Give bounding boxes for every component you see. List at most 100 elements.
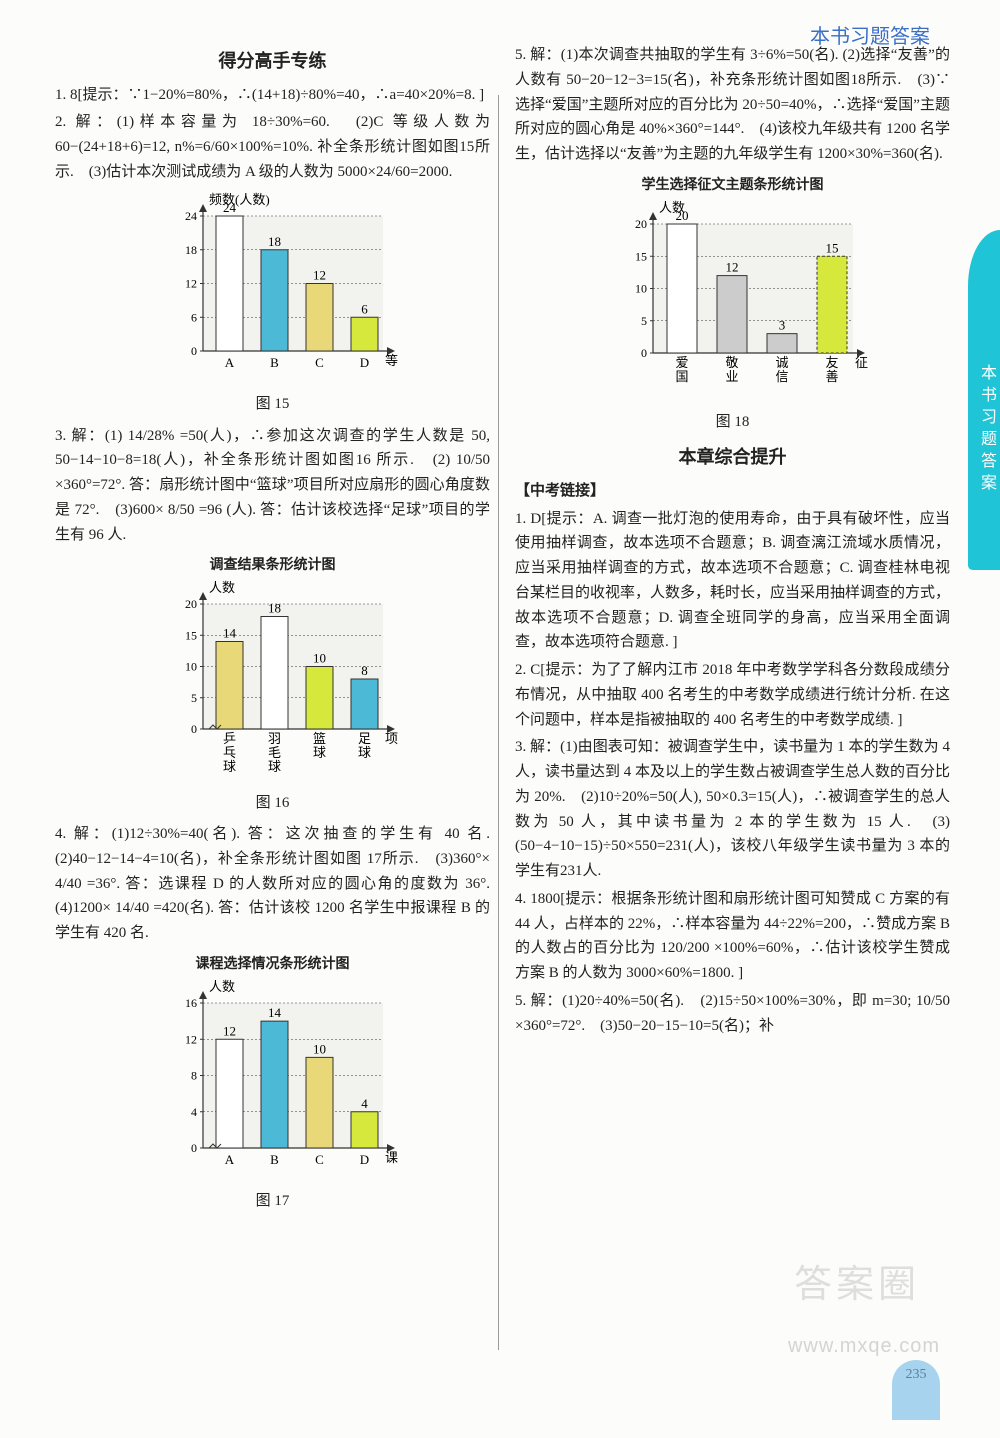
svg-text:5: 5 [641,313,647,327]
svg-text:国: 国 [675,369,688,384]
svg-text:20: 20 [185,597,197,611]
q2-text: 2. 解：(1)样本容量为 18÷30%=60. (2)C 等级人数为 60−(… [55,110,490,184]
svg-text:6: 6 [191,310,197,324]
svg-text:15: 15 [825,240,838,255]
svg-text:0: 0 [191,722,197,736]
chart-18-caption: 图 18 [515,410,950,436]
svg-text:足: 足 [357,731,370,746]
svg-text:C: C [315,1152,324,1167]
chart-17-svg: 0481216人数课程12A14B10C4D [148,978,398,1178]
chart-15: 06121824频数(人数)等级24A18B12C6D 图 15 [55,191,490,418]
svg-text:10: 10 [185,660,197,674]
left-column: 得分高手专练 1. 8[提示：∵1−20%=80%，∴(14+18)÷80%=4… [55,40,490,1221]
svg-text:10: 10 [313,1041,326,1056]
c5-text: 5. 解：(1)20÷40%=50(名). (2)15÷50×100%=30%，… [515,989,950,1039]
c2-text: 2. C[提示：为了了解内江市 2018 年中考数学学科各分数段成绩分布情况，从… [515,658,950,732]
svg-text:15: 15 [185,628,197,642]
page-number: 235 [892,1360,940,1420]
svg-text:A: A [224,355,234,370]
svg-text:24: 24 [185,209,197,223]
c3-text: 3. 解：(1)由图表可知：被调查学生中，读书量为 1 本的学生数为 4 人，读… [515,735,950,884]
q3-text: 3. 解：(1) 14/28% =50(人)，∴参加这次调查的学生人数是 50,… [55,424,490,548]
svg-text:乒: 乒 [222,731,235,746]
chart-18-title: 学生选择征文主题条形统计图 [515,173,950,197]
chart-17-title: 课程选择情况条形统计图 [55,952,490,976]
svg-text:6: 6 [361,301,368,316]
sub-heading: 【中考链接】 [515,478,950,504]
page-content: 得分高手专练 1. 8[提示：∵1−20%=80%，∴(14+18)÷80%=4… [0,0,1000,1251]
svg-text:14: 14 [223,626,237,641]
chart-16-caption: 图 16 [55,791,490,817]
svg-text:0: 0 [191,344,197,358]
svg-text:爱: 爱 [675,355,688,370]
svg-text:球: 球 [222,759,235,774]
chart-16-svg: 05101520人数项目14乒乓球18羽毛球10篮球8足球 [148,579,398,779]
svg-text:5: 5 [191,691,197,705]
svg-text:B: B [270,355,279,370]
svg-text:12: 12 [223,1023,236,1038]
svg-text:诚: 诚 [775,355,788,370]
svg-text:球: 球 [312,745,325,760]
svg-text:12: 12 [313,267,326,282]
svg-text:18: 18 [268,601,281,616]
svg-text:4: 4 [361,1095,368,1110]
q5-text: 5. 解：(1)本次调查共抽取的学生有 3÷6%=50(名). (2)选择“友善… [515,43,950,167]
q4-text: 4. 解：(1)12÷30%=40(名). 答：这次抽查的学生有 40 名. (… [55,822,490,946]
chart-17: 课程选择情况条形统计图 0481216人数课程12A14B10C4D 图 17 [55,952,490,1215]
chart-18: 学生选择征文主题条形统计图 05101520人数征文主题20爱国12敬业3诚信1… [515,173,950,436]
svg-text:0: 0 [191,1141,197,1155]
svg-text:敬: 敬 [725,355,738,370]
svg-text:D: D [359,355,368,370]
right-section-title: 本章综合提升 [515,442,950,473]
svg-text:人数: 人数 [209,580,235,595]
svg-text:4: 4 [191,1104,197,1118]
svg-text:项目: 项目 [385,731,398,746]
svg-text:频数(人数): 频数(人数) [209,192,270,207]
watermark-url: www.mxqe.com [788,1329,940,1363]
svg-text:羽: 羽 [267,731,280,746]
svg-text:20: 20 [675,208,688,223]
svg-text:课程: 课程 [385,1150,398,1165]
svg-text:D: D [359,1152,368,1167]
svg-text:0: 0 [641,346,647,360]
svg-text:征文主题: 征文主题 [855,355,868,370]
chart-16-title: 调查结果条形统计图 [55,553,490,577]
svg-text:18: 18 [268,233,281,248]
right-column: 5. 解：(1)本次调查共抽取的学生有 3÷6%=50(名). (2)选择“友善… [515,40,950,1221]
svg-text:等级: 等级 [385,353,398,368]
svg-text:15: 15 [635,249,647,263]
left-section-title: 得分高手专练 [55,46,490,77]
chart-15-caption: 图 15 [55,392,490,418]
svg-text:8: 8 [191,1068,197,1082]
svg-text:C: C [315,355,324,370]
svg-text:球: 球 [267,759,280,774]
svg-text:篮: 篮 [312,731,325,746]
svg-text:信: 信 [775,369,788,384]
svg-text:毛: 毛 [267,745,280,760]
c1-text: 1. D[提示：A. 调查一批灯泡的使用寿命，由于具有破坏性，应当使用抽样调查，… [515,507,950,656]
svg-text:10: 10 [313,651,326,666]
svg-text:善: 善 [825,369,838,384]
svg-text:3: 3 [778,317,785,332]
svg-text:乓: 乓 [222,745,235,760]
watermark: 答案圈 [794,1253,920,1318]
svg-text:A: A [224,1152,234,1167]
svg-text:人数: 人数 [209,979,235,994]
svg-text:友: 友 [825,355,838,370]
svg-text:10: 10 [635,281,647,295]
svg-text:20: 20 [635,217,647,231]
svg-text:16: 16 [185,996,197,1010]
svg-text:18: 18 [185,242,197,256]
q1-text: 1. 8[提示：∵1−20%=80%，∴(14+18)÷80%=40，∴a=40… [55,83,490,108]
c4-text: 4. 1800[提示：根据条形统计图和扇形统计图可知赞成 C 方案的有 44 人… [515,887,950,986]
chart-18-svg: 05101520人数征文主题20爱国12敬业3诚信15友善 [598,199,868,399]
svg-text:8: 8 [361,663,368,678]
svg-text:12: 12 [185,1032,197,1046]
svg-text:12: 12 [725,259,738,274]
svg-text:24: 24 [223,200,237,215]
chart-16: 调查结果条形统计图 05101520人数项目14乒乓球18羽毛球10篮球8足球 … [55,553,490,816]
chart-17-caption: 图 17 [55,1189,490,1215]
chart-15-svg: 06121824频数(人数)等级24A18B12C6D [148,191,398,381]
svg-text:12: 12 [185,276,197,290]
svg-text:B: B [270,1152,279,1167]
